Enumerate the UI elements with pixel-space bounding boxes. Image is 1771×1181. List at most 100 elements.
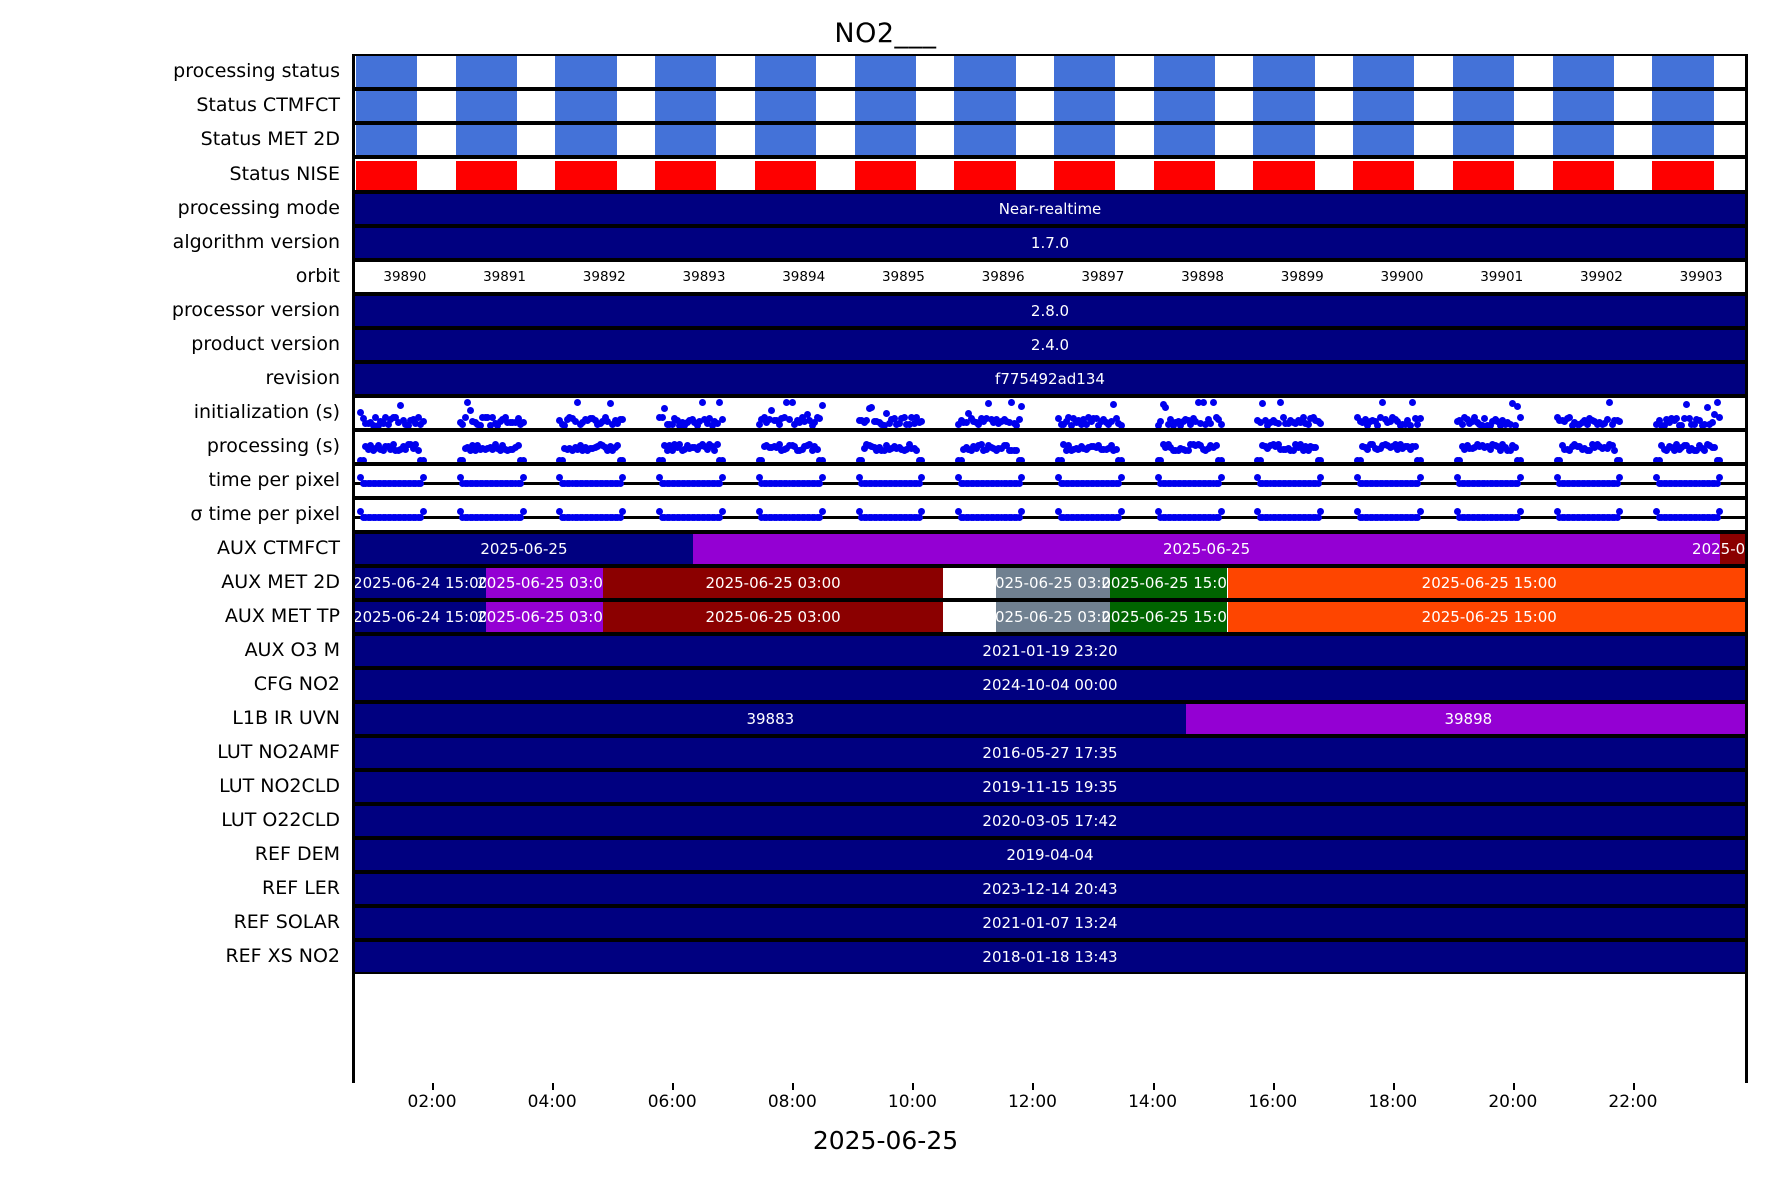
scatter-point xyxy=(1060,421,1068,428)
scatter-point xyxy=(1693,446,1701,454)
scatter-point xyxy=(668,420,676,428)
scatter-point xyxy=(1514,480,1522,487)
scatter-point xyxy=(788,399,796,406)
scatter-point xyxy=(1558,441,1566,449)
scatter-point xyxy=(372,414,380,422)
row-label-initialization-s: initialization (s) xyxy=(193,401,340,423)
scatter-point xyxy=(798,414,806,422)
x-axis-tick xyxy=(432,1083,435,1090)
scatter-row-time-per-pixel xyxy=(355,498,1745,532)
scatter-point xyxy=(459,457,467,462)
value-row-cfg-no2: 2024-10-04 00:00 xyxy=(355,668,1745,702)
scatter-point xyxy=(1606,399,1614,406)
scatter-point xyxy=(359,415,367,423)
timeline-segment: 2025-06-25 15:00 xyxy=(1101,602,1236,632)
scatter-point xyxy=(397,446,405,454)
scatter-point xyxy=(858,457,866,462)
scatter-point xyxy=(903,445,911,453)
status-block xyxy=(754,125,817,155)
scatter-point xyxy=(808,447,816,455)
scatter-point xyxy=(791,442,799,450)
scatter-point xyxy=(1299,414,1307,422)
row-label-processing-mode: processing mode xyxy=(177,197,340,219)
value-row-lut-no2amf: 2016-05-27 17:35 xyxy=(355,736,1745,770)
scatter-point xyxy=(1013,422,1021,428)
scatter-point xyxy=(1302,442,1310,450)
scatter-point xyxy=(918,474,926,481)
scatter-point xyxy=(955,474,963,481)
scatter-baseline xyxy=(355,482,1745,485)
scatter-point xyxy=(895,419,903,427)
scatter-point xyxy=(1603,444,1611,452)
scatter-point xyxy=(1701,446,1709,454)
timeline-segment: 2025-06-25 15:00 xyxy=(1227,568,1745,598)
scatter-point xyxy=(1154,508,1162,515)
scatter-point xyxy=(1277,399,1285,406)
scatter-point xyxy=(982,415,990,423)
scatter-point xyxy=(357,474,364,481)
row-label-time-per-pixel: σ time per pixel xyxy=(190,503,340,525)
status-block xyxy=(655,125,717,155)
status-block xyxy=(1552,56,1614,87)
scatter-point xyxy=(1703,404,1711,412)
orbit-cell: 39901 xyxy=(1480,269,1524,285)
scatter-point xyxy=(456,508,464,515)
scatter-point xyxy=(414,447,422,455)
scatter-point xyxy=(1409,399,1417,406)
scatter-point xyxy=(1289,446,1297,454)
scatter-point xyxy=(404,421,412,428)
scatter-point xyxy=(568,447,576,455)
x-axis-tick-label: 10:00 xyxy=(887,1092,937,1112)
value-row-ref-xs-no2: 2018-01-18 13:43 xyxy=(355,940,1745,974)
scatter-point xyxy=(489,445,497,453)
scatter-point xyxy=(908,414,916,422)
scatter-point xyxy=(412,419,420,427)
scatter-point xyxy=(619,457,627,462)
scatter-point xyxy=(1670,446,1678,454)
timeline-segment: 2025-06-25 15:00 xyxy=(1227,602,1745,632)
status-block xyxy=(1054,125,1116,155)
scatter-point xyxy=(962,418,970,426)
status-block xyxy=(954,125,1016,155)
scatter-point xyxy=(1471,444,1479,452)
scatter-point xyxy=(885,420,893,428)
scatter-point xyxy=(606,400,614,408)
scatter-point xyxy=(517,480,525,487)
scatter-point xyxy=(880,422,888,428)
scatter-point xyxy=(519,457,527,462)
status-block xyxy=(754,56,817,87)
scatter-point xyxy=(1297,441,1305,449)
scatter-point xyxy=(701,416,709,424)
value-row-algorithm-version: 1.7.0 xyxy=(355,226,1745,260)
scatter-point xyxy=(1254,508,1262,515)
scatter-point xyxy=(486,421,494,428)
scatter-point xyxy=(1461,445,1469,453)
scatter-point xyxy=(708,421,716,428)
scatter-point xyxy=(1192,418,1200,426)
x-axis-tick-label: 06:00 xyxy=(647,1092,697,1112)
x-axis-tick xyxy=(912,1083,915,1090)
row-label-aux-met-2d: AUX MET 2D xyxy=(221,571,340,593)
scatter-point xyxy=(875,443,883,451)
scatter-point xyxy=(419,474,427,481)
scatter-point xyxy=(1486,445,1494,453)
scatter-point xyxy=(514,442,522,450)
scatter-point xyxy=(1665,419,1673,427)
scatter-point xyxy=(801,418,809,426)
status-block xyxy=(1353,91,1415,121)
scatter-point xyxy=(1556,457,1564,462)
value-row-processor-version: 2.8.0 xyxy=(355,294,1745,328)
scatter-point xyxy=(900,413,908,421)
row-value-text: 2020-03-05 17:42 xyxy=(982,812,1118,830)
row-label-processing-s: processing (s) xyxy=(206,435,340,457)
row-value-text: 2024-10-04 00:00 xyxy=(982,676,1118,694)
scatter-point xyxy=(890,415,898,423)
scatter-point xyxy=(1177,421,1185,428)
scatter-point xyxy=(706,414,714,422)
segment-row-l1b-ir-uvn: 39883 39898 xyxy=(355,702,1745,736)
scatter-point xyxy=(693,421,701,428)
scatter-point xyxy=(1115,480,1123,487)
row-label-status-met-2d: Status MET 2D xyxy=(200,128,340,150)
scatter-point xyxy=(1683,441,1691,449)
page-title: NO2___ xyxy=(834,18,937,49)
